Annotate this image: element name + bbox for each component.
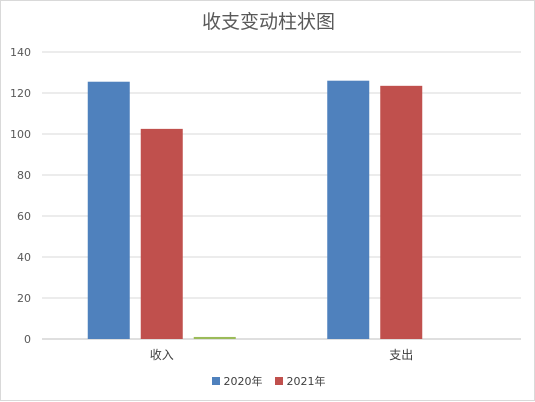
y-tick-label: 100 [10, 128, 31, 141]
y-tick-label: 40 [17, 251, 31, 264]
y-tick-label: 20 [17, 292, 31, 305]
legend-swatch [274, 377, 283, 385]
x-category-label: 收入 [150, 348, 174, 362]
bar-0-2 [193, 336, 236, 339]
bar-0-0 [87, 81, 130, 339]
legend-label: 2020年 [223, 375, 263, 388]
y-tick-label: 80 [17, 169, 31, 182]
legend-item: 2020年 [211, 373, 263, 389]
y-tick-label: 0 [24, 333, 31, 346]
legend: 2020年 2021年 [1, 373, 535, 389]
y-tick-label: 60 [17, 210, 31, 223]
x-category-label: 支出 [389, 348, 413, 362]
legend-swatch [211, 377, 220, 385]
y-tick-label: 120 [10, 87, 31, 100]
y-tick-label: 140 [10, 46, 31, 59]
bar-0-1 [140, 128, 183, 339]
chart-title: 收支变动柱状图 [201, 11, 335, 33]
legend-label: 2021年 [286, 375, 326, 388]
bar-1-0 [327, 80, 370, 339]
legend-item: 2021年 [274, 373, 326, 389]
bar-1-1 [380, 85, 423, 339]
